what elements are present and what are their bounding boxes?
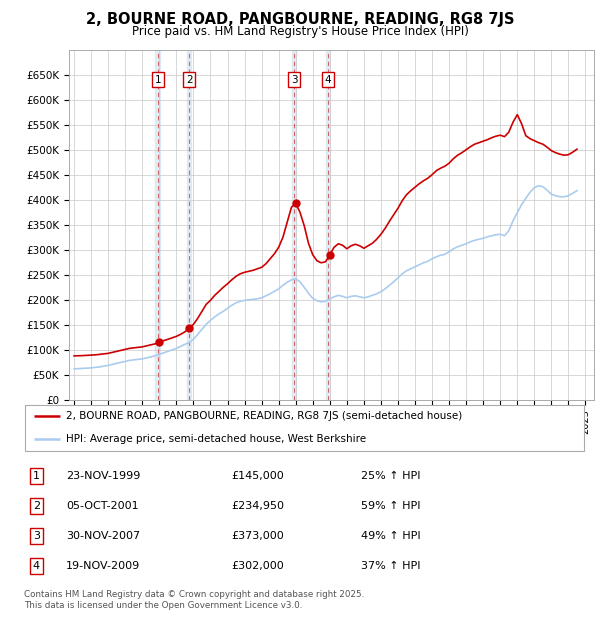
Bar [155,50,160,400]
Bar [187,50,191,400]
Text: 2: 2 [186,74,193,84]
Text: 30-NOV-2007: 30-NOV-2007 [66,531,140,541]
FancyBboxPatch shape [25,405,584,451]
Bar [326,50,331,400]
Text: £234,950: £234,950 [232,501,284,511]
Text: 3: 3 [33,531,40,541]
Text: HPI: Average price, semi-detached house, West Berkshire: HPI: Average price, semi-detached house,… [66,434,366,444]
Text: 4: 4 [325,74,331,84]
Text: 1: 1 [33,471,40,481]
Text: 19-NOV-2009: 19-NOV-2009 [66,560,140,571]
Text: 2, BOURNE ROAD, PANGBOURNE, READING, RG8 7JS: 2, BOURNE ROAD, PANGBOURNE, READING, RG8… [86,12,514,27]
Text: 25% ↑ HPI: 25% ↑ HPI [361,471,420,481]
Text: Price paid vs. HM Land Registry's House Price Index (HPI): Price paid vs. HM Land Registry's House … [131,25,469,38]
Text: £145,000: £145,000 [232,471,284,481]
Bar [292,50,296,400]
Text: 2: 2 [33,501,40,511]
Text: 23-NOV-1999: 23-NOV-1999 [66,471,140,481]
Text: 2, BOURNE ROAD, PANGBOURNE, READING, RG8 7JS (semi-detached house): 2, BOURNE ROAD, PANGBOURNE, READING, RG8… [66,412,463,422]
Text: 49% ↑ HPI: 49% ↑ HPI [361,531,420,541]
Text: 37% ↑ HPI: 37% ↑ HPI [361,560,420,571]
Text: 3: 3 [290,74,298,84]
Text: 59% ↑ HPI: 59% ↑ HPI [361,501,420,511]
Text: Contains HM Land Registry data © Crown copyright and database right 2025.
This d: Contains HM Land Registry data © Crown c… [24,590,364,609]
Text: 4: 4 [33,560,40,571]
Text: 1: 1 [154,74,161,84]
Text: 05-OCT-2001: 05-OCT-2001 [66,501,139,511]
Text: £302,000: £302,000 [232,560,284,571]
Text: £373,000: £373,000 [232,531,284,541]
